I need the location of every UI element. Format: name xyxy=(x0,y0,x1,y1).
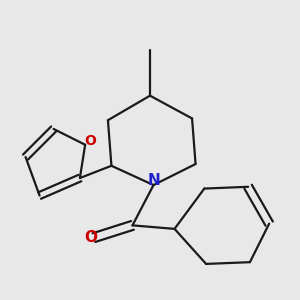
Text: O: O xyxy=(84,230,97,245)
Text: N: N xyxy=(147,173,160,188)
Text: O: O xyxy=(85,134,96,148)
